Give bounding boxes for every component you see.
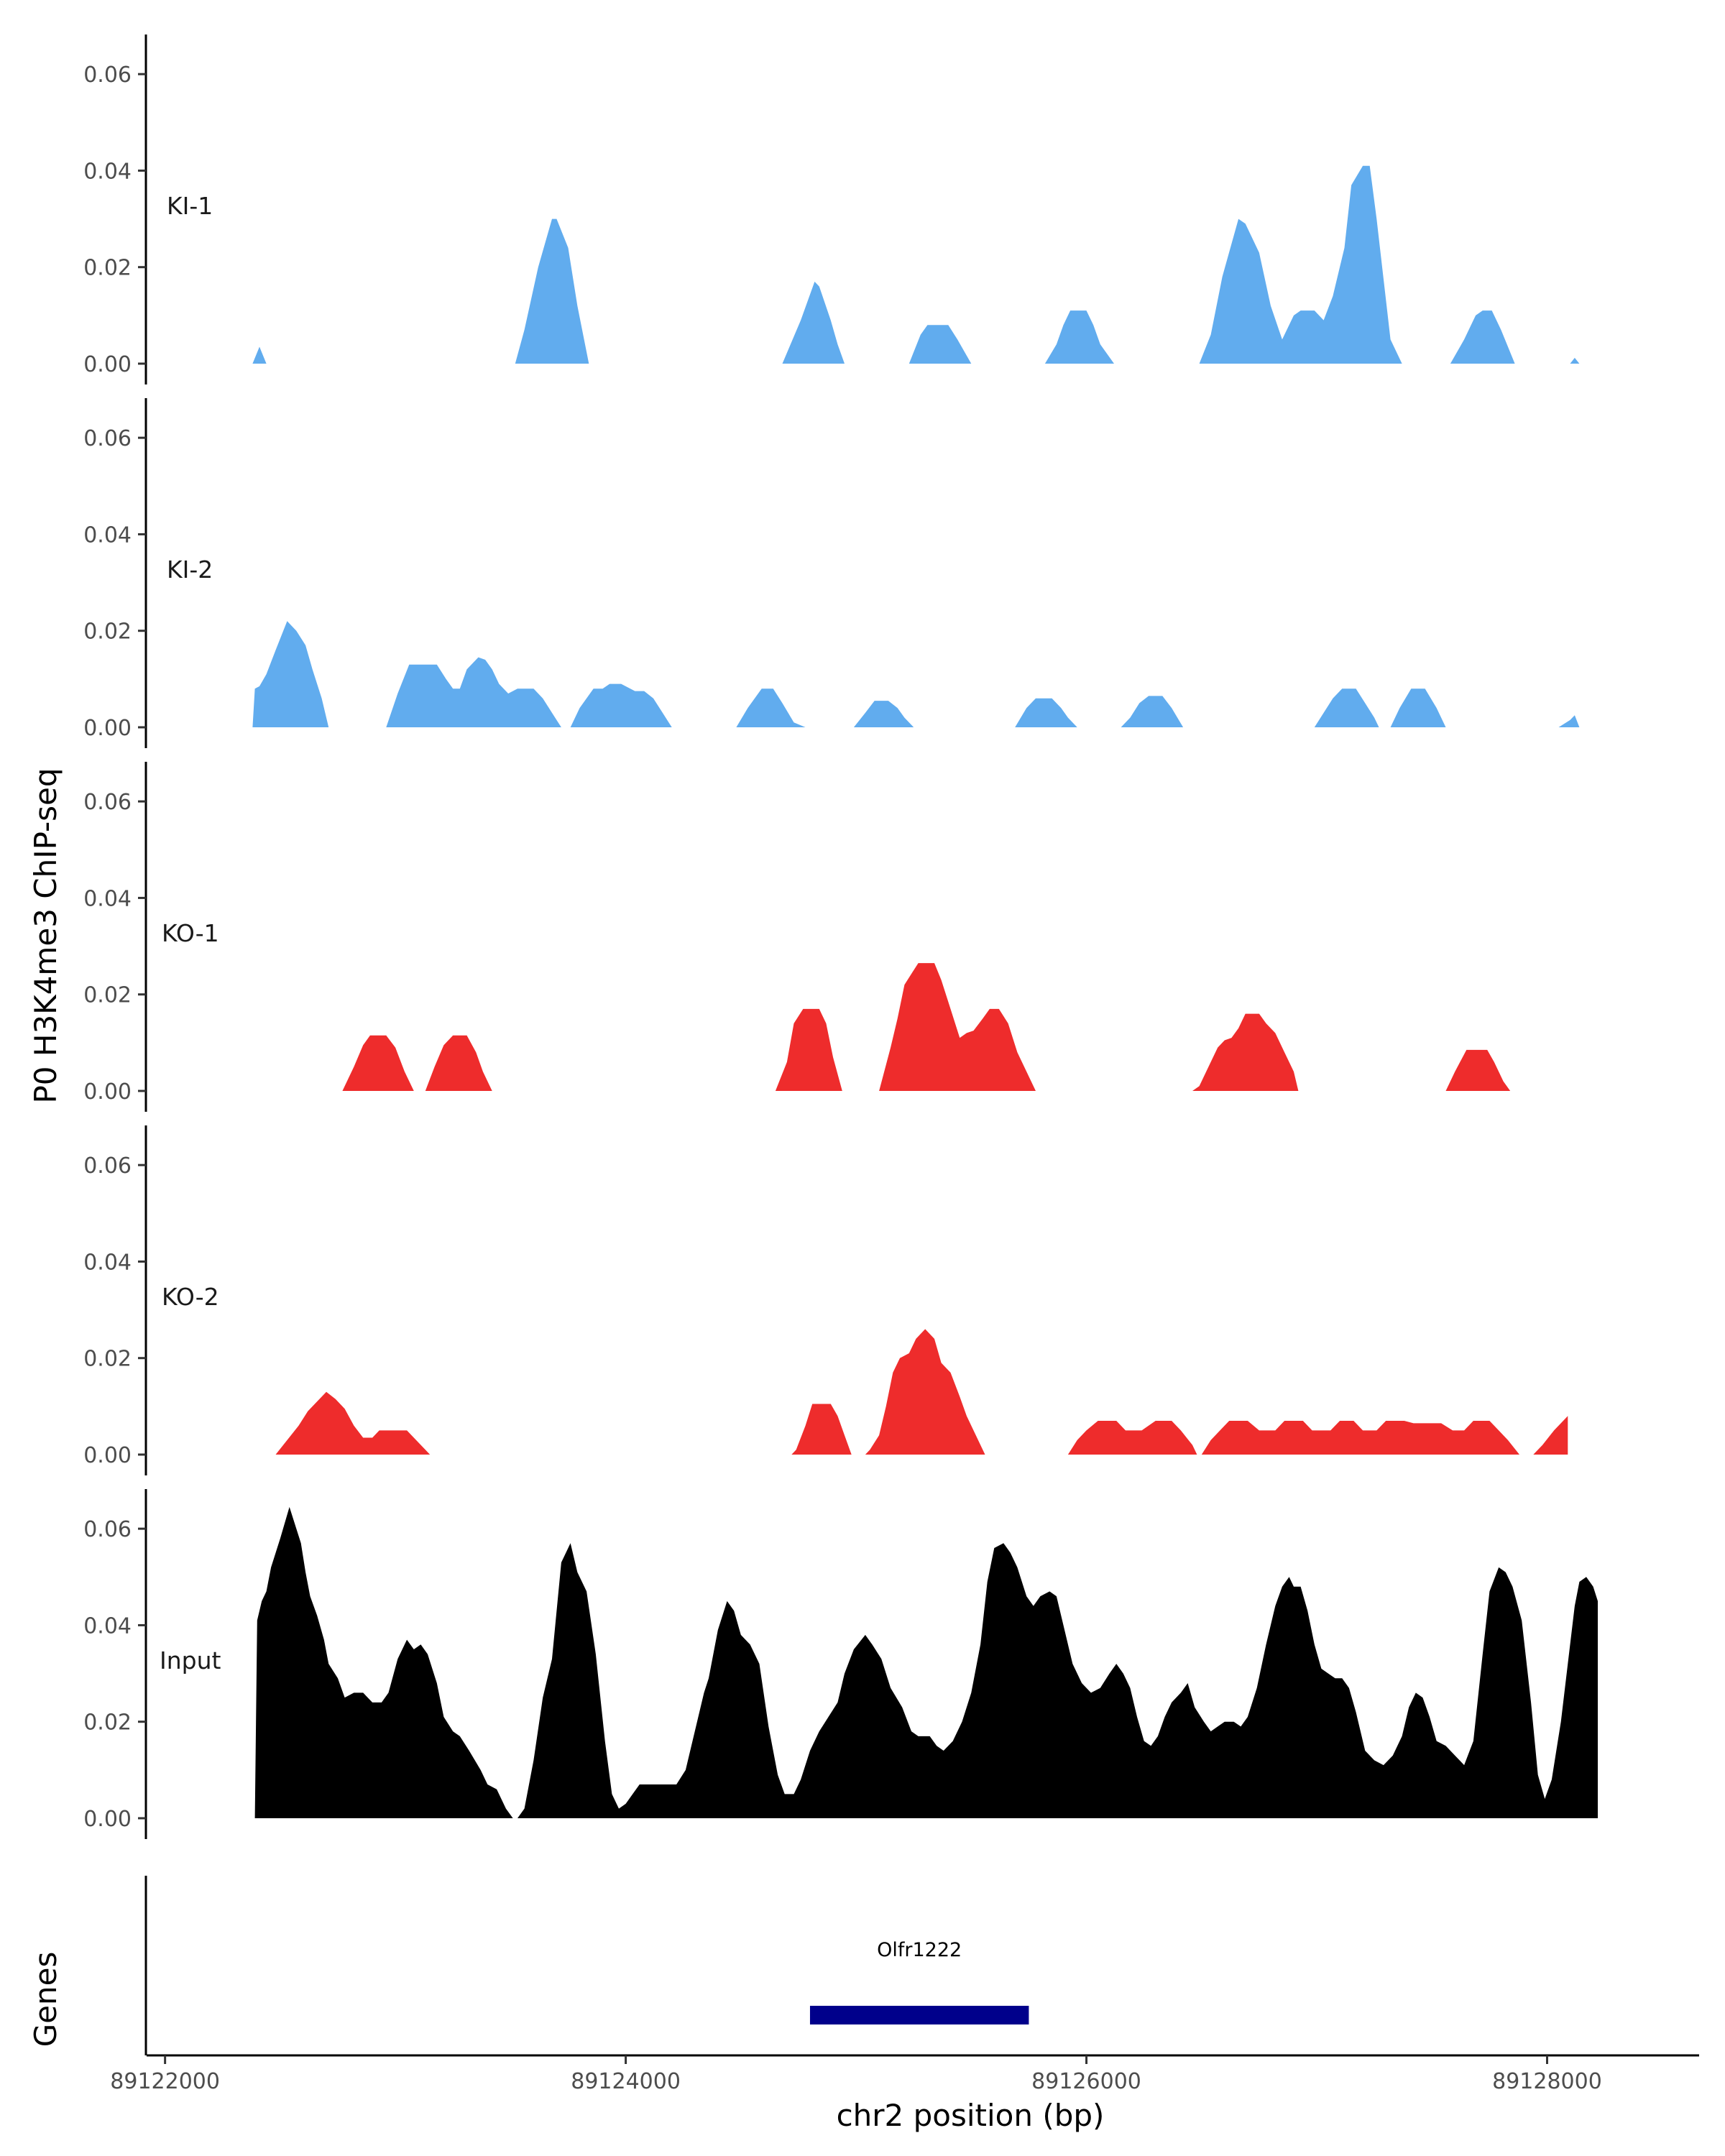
panel-input: 0.00 0.02 0.04 0.06 Input bbox=[83, 1489, 1598, 1839]
genes-axis-title: Genes bbox=[28, 1952, 63, 2047]
gene-bar-olfr1222 bbox=[809, 2006, 1029, 2024]
y-tick-label: 0.06 bbox=[83, 426, 132, 451]
y-tick-label: 0.06 bbox=[83, 1153, 132, 1179]
coverage-area-input bbox=[254, 1506, 1598, 1818]
y-tick-label: 0.04 bbox=[83, 522, 132, 548]
y-tick-label: 0.02 bbox=[83, 1710, 132, 1736]
x-tick-label: 89126000 bbox=[1031, 2069, 1141, 2094]
y-tick-label: 0.06 bbox=[83, 63, 132, 88]
y-tick-label: 0.04 bbox=[83, 159, 132, 184]
track-label-input: Input bbox=[160, 1646, 221, 1674]
y-tick-label: 0.00 bbox=[83, 716, 132, 741]
x-tick-label: 89124000 bbox=[571, 2069, 681, 2094]
y-tick-label: 0.00 bbox=[83, 352, 132, 377]
gene-label-olfr1222: Olfr1222 bbox=[877, 1939, 962, 1961]
y-tick-label: 0.00 bbox=[83, 1807, 132, 1832]
x-axis-title: chr2 position (bp) bbox=[837, 2098, 1105, 2133]
panel-ki-2: 0.00 0.02 0.04 0.06 KI-2 bbox=[83, 398, 1580, 748]
coverage-area-ki-1 bbox=[252, 165, 1580, 364]
y-tick-label: 0.02 bbox=[83, 983, 132, 1008]
y-tick-label: 0.02 bbox=[83, 256, 132, 281]
x-axis: 89122000 89124000 89126000 89128000 bbox=[110, 2054, 1699, 2094]
panel-ko-2: 0.00 0.02 0.04 0.06 KO-2 bbox=[83, 1125, 1568, 1475]
track-label-ki-2: KI-2 bbox=[167, 556, 213, 584]
y-tick-label: 0.06 bbox=[83, 790, 132, 815]
coverage-panels: 0.00 0.02 0.04 0.06 KI-1 0.00 0.02 0.04 0.06 KI-2… bbox=[83, 34, 1598, 1839]
track-label-ko-1: KO-1 bbox=[162, 919, 219, 947]
coverage-area-ko-1 bbox=[342, 963, 1511, 1091]
y-tick-label: 0.04 bbox=[83, 1250, 132, 1275]
genes-panel: Olfr1222 bbox=[144, 1876, 1029, 2055]
y-tick-label: 0.00 bbox=[83, 1443, 132, 1468]
panel-ko-1: 0.00 0.02 0.04 0.06 KO-1 bbox=[83, 762, 1511, 1112]
coverage-area-ki-2 bbox=[252, 621, 1580, 727]
y-tick-label: 0.02 bbox=[83, 619, 132, 645]
x-tick-label: 89122000 bbox=[110, 2069, 220, 2094]
coverage-area-ko-2 bbox=[275, 1329, 1568, 1455]
y-tick-label: 0.04 bbox=[83, 886, 132, 911]
track-label-ko-2: KO-2 bbox=[162, 1283, 219, 1311]
y-tick-label: 0.04 bbox=[83, 1613, 132, 1639]
y-tick-label: 0.06 bbox=[83, 1517, 132, 1542]
y-axis-title: P0 H3K4me3 ChIP-seq bbox=[28, 768, 63, 1103]
y-tick-label: 0.00 bbox=[83, 1079, 132, 1105]
panel-ki-1: 0.00 0.02 0.04 0.06 KI-1 bbox=[83, 34, 1580, 384]
x-tick-label: 89128000 bbox=[1492, 2069, 1602, 2094]
y-tick-label: 0.02 bbox=[83, 1347, 132, 1372]
track-label-ki-1: KI-1 bbox=[167, 192, 213, 220]
